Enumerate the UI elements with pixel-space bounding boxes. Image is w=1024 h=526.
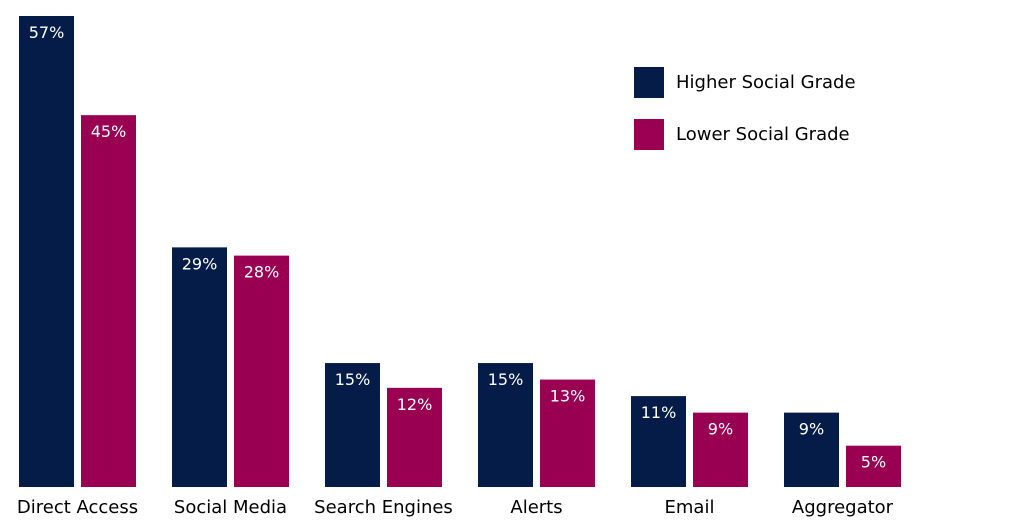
bar-social-media-higher-social-grade — [172, 247, 227, 487]
bar-value-label-aggregator-higher-social-grade: 9% — [799, 420, 824, 439]
bar-value-label-search-engines-lower-social-grade: 12% — [397, 395, 433, 414]
category-label-alerts: Alerts — [510, 497, 562, 518]
bar-value-label-alerts-lower-social-grade: 13% — [550, 387, 586, 406]
bar-labels-layer: 57% 45% 29% 28% 15% 12% 15% 13% 11% 9% 9% 5% — [29, 23, 886, 472]
bar-email-lower-social-grade — [693, 412, 748, 487]
category-label-search-engines: Search Engines — [314, 497, 453, 518]
bar-alerts-higher-social-grade — [478, 363, 533, 487]
bar-aggregator-higher-social-grade — [784, 412, 839, 487]
bar-direct-access-lower-social-grade — [81, 115, 136, 487]
bar-value-label-email-lower-social-grade: 9% — [708, 420, 733, 439]
legend: Higher Social Grade Lower Social Grade — [634, 67, 856, 150]
bar-value-label-direct-access-higher-social-grade: 57% — [29, 23, 65, 42]
category-label-email: Email — [665, 497, 715, 518]
bar-value-label-email-higher-social-grade: 11% — [641, 403, 677, 422]
category-labels-layer: Direct Access Social Media Search Engines A… — [17, 497, 894, 518]
bar-value-label-social-media-higher-social-grade: 29% — [182, 254, 218, 273]
bar-value-label-direct-access-lower-social-grade: 45% — [91, 122, 127, 141]
bar-social-media-lower-social-grade — [234, 255, 289, 487]
bars-layer — [19, 16, 901, 487]
bar-direct-access-higher-social-grade — [19, 16, 74, 487]
legend-label-lower-social-grade: Lower Social Grade — [676, 124, 850, 145]
bar-value-label-social-media-lower-social-grade: 28% — [244, 263, 280, 282]
category-label-direct-access: Direct Access — [17, 497, 138, 518]
bar-search-engines-higher-social-grade — [325, 363, 380, 487]
bar-alerts-lower-social-grade — [540, 379, 595, 487]
category-label-aggregator: Aggregator — [792, 497, 894, 518]
legend-swatch-higher-social-grade — [634, 67, 664, 98]
legend-swatch-lower-social-grade — [634, 119, 664, 150]
bar-value-label-aggregator-lower-social-grade: 5% — [861, 453, 886, 472]
bar-value-label-alerts-higher-social-grade: 15% — [488, 370, 524, 389]
bar-value-label-search-engines-higher-social-grade: 15% — [335, 370, 371, 389]
legend-label-higher-social-grade: Higher Social Grade — [676, 72, 856, 93]
category-label-social-media: Social Media — [174, 497, 287, 518]
bar-aggregator-lower-social-grade — [846, 445, 901, 487]
bar-search-engines-lower-social-grade — [387, 387, 442, 487]
bar-email-higher-social-grade — [631, 396, 686, 487]
